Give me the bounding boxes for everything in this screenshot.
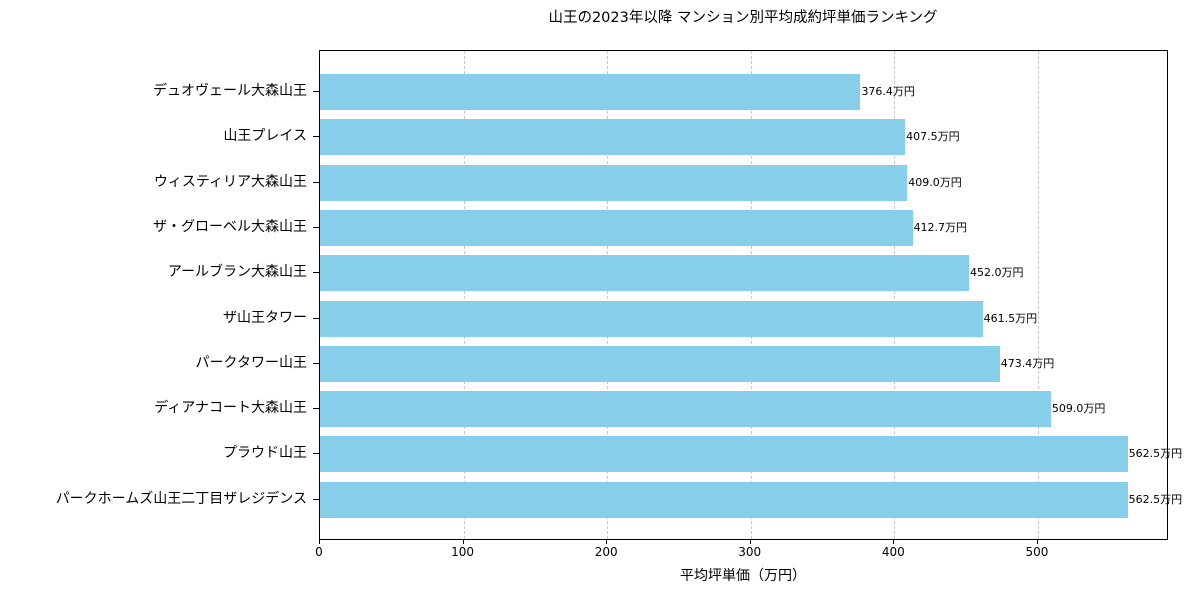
x-tick: [749, 539, 751, 544]
y-tick-label: ウィスティリア大森山王: [153, 173, 307, 190]
bar: [320, 255, 969, 292]
bar-value-label: 412.7万円: [913, 220, 968, 234]
grid-line: [1037, 51, 1039, 539]
bar-value-label: 562.5万円: [1128, 492, 1183, 506]
bar-value-label: 461.5万円: [983, 311, 1038, 325]
grid-line: [463, 51, 465, 539]
bar: [320, 391, 1051, 428]
y-tick-label: パークタワー山王: [195, 354, 307, 371]
chart-title: 山王の2023年以降 マンション別平均成約坪単価ランキング: [548, 10, 938, 26]
bar-value-label: 376.4万円: [861, 85, 915, 98]
x-tick: [462, 539, 464, 544]
x-tick-label: 300: [738, 545, 762, 559]
x-tick: [893, 539, 895, 544]
grid-line: [894, 51, 896, 539]
bar: [320, 345, 1000, 382]
x-tick-label: 200: [594, 545, 618, 559]
y-tick: [313, 362, 319, 364]
x-tick: [319, 539, 320, 544]
bar-value-label: 407.5万円: [906, 130, 960, 144]
y-tick: [313, 272, 319, 274]
y-tick-label: ザ山王タワー: [223, 309, 307, 326]
x-tick-label: 400: [881, 545, 905, 559]
y-tick-label: デュオヴェール大森山王: [153, 83, 307, 99]
bar-value-label: 473.4万円: [1000, 356, 1055, 370]
plot-area: 376.4万円 407.5万円 409.0万円 412.7万円 452.0万円 461.5…: [319, 50, 1182, 540]
bar-value-label: 452.0万円: [969, 266, 1024, 280]
y-tick-label: パークホームズ山王二丁目ザレジデンス: [55, 490, 307, 507]
y-tick: [313, 317, 319, 319]
bar: [320, 481, 1128, 518]
x-tick: [1036, 539, 1038, 544]
bar-value-label: 409.0万円: [908, 175, 962, 189]
y-tick: [313, 453, 319, 455]
x-tick-label: 0: [315, 545, 323, 559]
bar: [320, 164, 908, 201]
grid-line: [750, 51, 752, 539]
x-tick-label: 500: [1025, 545, 1049, 559]
bar: [320, 300, 983, 337]
y-tick: [313, 498, 319, 500]
y-tick: [313, 226, 319, 228]
y-tick-label: アールブラン大森山王: [167, 264, 307, 281]
bar-value-label: 562.5万円: [1128, 447, 1183, 461]
y-tick-label: プラウド山王: [223, 445, 307, 462]
grid-line: [607, 51, 609, 539]
y-tick-label: ディアナコート大森山王: [154, 400, 307, 417]
bar-value-label: 509.0万円: [1051, 402, 1106, 416]
y-tick-label: 山王プレイス: [223, 128, 307, 145]
x-tick: [606, 539, 608, 544]
bar: [320, 209, 913, 246]
y-tick: [313, 408, 319, 410]
bar: [320, 436, 1128, 473]
y-tick-label: ザ・グローベル大森山王: [153, 218, 307, 235]
y-tick: [313, 181, 319, 183]
x-axis-title: 平均坪単価（万円）: [680, 568, 806, 584]
bar: [320, 74, 861, 110]
bar: [320, 119, 906, 156]
y-tick: [313, 136, 319, 138]
x-tick-label: 100: [451, 545, 475, 559]
y-tick: [313, 91, 319, 92]
